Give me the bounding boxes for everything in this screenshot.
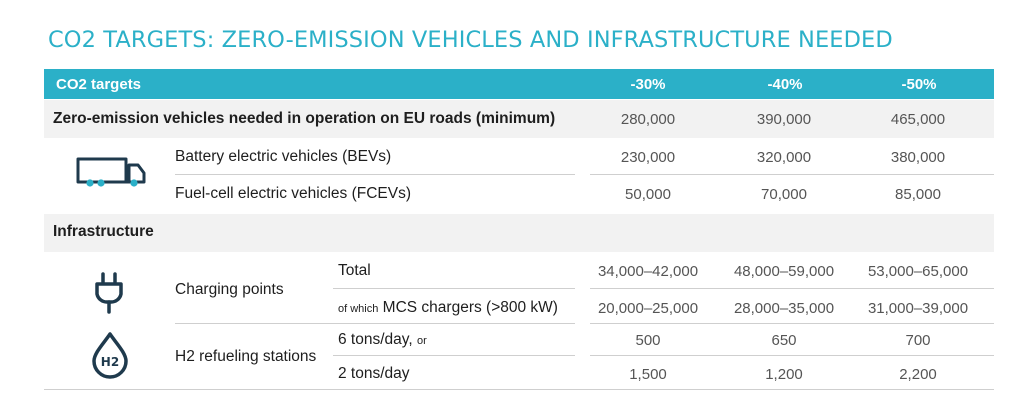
fcev-value-30: 50,000 — [625, 186, 671, 203]
mcs-value-30: 20,000–25,000 — [597, 300, 699, 317]
table-bottom-border — [44, 389, 994, 390]
h2-six-text: 6 tons/day, — [338, 331, 413, 348]
divider — [333, 355, 575, 356]
page-title: CO2 TARGETS: ZERO-EMISSION VEHICLES AND … — [48, 27, 893, 53]
mcs-value-50: 31,000–39,000 — [867, 300, 969, 317]
fcev-label: Fuel-cell electric vehicles (FCEVs) — [175, 185, 411, 202]
h2-two-value-40: 1,200 — [765, 366, 803, 383]
divider — [333, 288, 575, 289]
header-col-50: -50% — [901, 76, 937, 93]
h2-two-value-30: 1,500 — [629, 366, 667, 383]
infrastructure-row — [44, 214, 994, 252]
infrastructure-label: Infrastructure — [53, 223, 154, 240]
zev-value-30: 280,000 — [620, 111, 676, 128]
hydrogen-drop-icon: H2 — [92, 332, 128, 379]
table-header: CO2 targets -30% -40% -50% — [44, 69, 994, 99]
h2-six-suffix: or — [417, 335, 427, 347]
charging-points-label: Charging points — [175, 281, 284, 298]
zev-value-50: 465,000 — [890, 111, 946, 128]
divider — [590, 288, 994, 289]
mcs-prefix: of which — [338, 303, 379, 315]
header-label: CO2 targets — [56, 76, 142, 93]
bev-label: Battery electric vehicles (BEVs) — [175, 148, 392, 165]
divider — [175, 174, 575, 175]
h2-six-value-50: 700 — [905, 332, 931, 349]
charging-total-value-30: 34,000–42,000 — [597, 263, 699, 280]
header-col-40: -40% — [767, 76, 803, 93]
divider — [175, 323, 575, 324]
divider — [590, 355, 994, 356]
zev-row — [44, 100, 994, 138]
mcs-label: of which MCS chargers (>800 kW) — [338, 299, 558, 317]
mcs-text: MCS chargers (>800 kW) — [382, 299, 558, 316]
bev-value-40: 320,000 — [756, 149, 812, 166]
charging-total-label: Total — [338, 262, 371, 279]
divider — [590, 323, 994, 324]
h2-two-label: 2 tons/day — [338, 365, 410, 382]
h2-icon-text: H2 — [101, 355, 119, 369]
charging-total-value-40: 48,000–59,000 — [733, 263, 835, 280]
zev-label: Zero-emission vehicles needed in operati… — [53, 110, 556, 127]
h2-two-value-50: 2,200 — [899, 366, 937, 383]
header-col-30: -30% — [630, 76, 666, 93]
h2-six-value-30: 500 — [635, 332, 661, 349]
mcs-value-40: 28,000–35,000 — [733, 300, 835, 317]
fcev-value-40: 70,000 — [761, 186, 807, 203]
bev-value-50: 380,000 — [890, 149, 946, 166]
zev-value-40: 390,000 — [756, 111, 812, 128]
charging-total-value-50: 53,000–65,000 — [867, 263, 969, 280]
h2-stations-label: H2 refueling stations — [175, 348, 317, 365]
fcev-value-50: 85,000 — [895, 186, 941, 203]
truck-icon — [76, 157, 146, 187]
divider — [590, 174, 994, 175]
h2-six-label: 6 tons/day, or — [338, 331, 427, 349]
bev-value-30: 230,000 — [620, 149, 676, 166]
plug-icon — [95, 272, 123, 314]
h2-six-value-40: 650 — [771, 332, 797, 349]
